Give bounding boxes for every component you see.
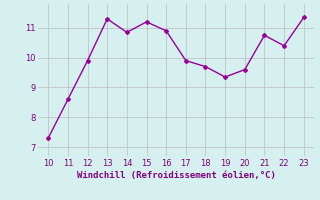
X-axis label: Windchill (Refroidissement éolien,°C): Windchill (Refroidissement éolien,°C): [76, 171, 276, 180]
